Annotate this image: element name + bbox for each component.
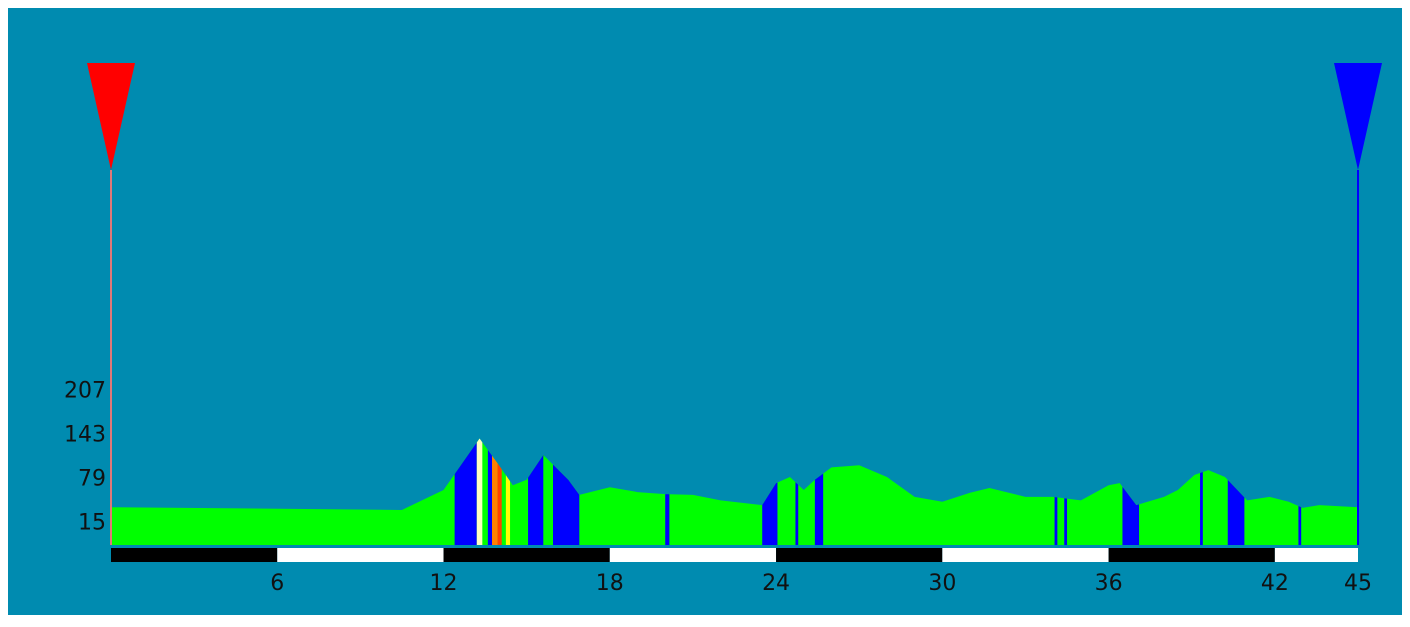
- x-tick-label: 30: [928, 571, 956, 596]
- x-tick-label: 6: [270, 571, 284, 596]
- gradient-band: [1200, 438, 1203, 545]
- scale-segment: [277, 548, 444, 562]
- y-tick-label: 79: [78, 467, 106, 492]
- scale-segment: [776, 548, 943, 562]
- elevation-area: [111, 438, 1358, 545]
- x-tick-label: 18: [596, 571, 624, 596]
- scale-segment: [609, 548, 777, 562]
- marker-flag: [1334, 63, 1382, 170]
- scale-segment: [111, 548, 278, 562]
- gradient-band: [814, 438, 824, 545]
- scale-segment: [1108, 548, 1275, 562]
- scale-segment: [942, 548, 1109, 562]
- gradient-band: [487, 438, 493, 545]
- gradient-band: [497, 438, 502, 545]
- x-tick-label: 45: [1344, 571, 1372, 596]
- scale-segment: [1274, 548, 1358, 562]
- y-tick-label: 143: [64, 423, 106, 448]
- gradient-band: [505, 438, 511, 545]
- gradient-band: [492, 438, 498, 545]
- marker-flag: [87, 63, 135, 170]
- gradient-band: [476, 438, 483, 545]
- x-tick-label: 36: [1095, 571, 1123, 596]
- x-tick-label: 12: [430, 571, 458, 596]
- scale-segment: [443, 548, 610, 562]
- x-tick-label: 24: [762, 571, 790, 596]
- y-tick-label: 15: [78, 511, 106, 536]
- gradient-band: [795, 438, 799, 545]
- x-tick-label: 42: [1261, 571, 1289, 596]
- y-tick-label: 207: [64, 379, 106, 404]
